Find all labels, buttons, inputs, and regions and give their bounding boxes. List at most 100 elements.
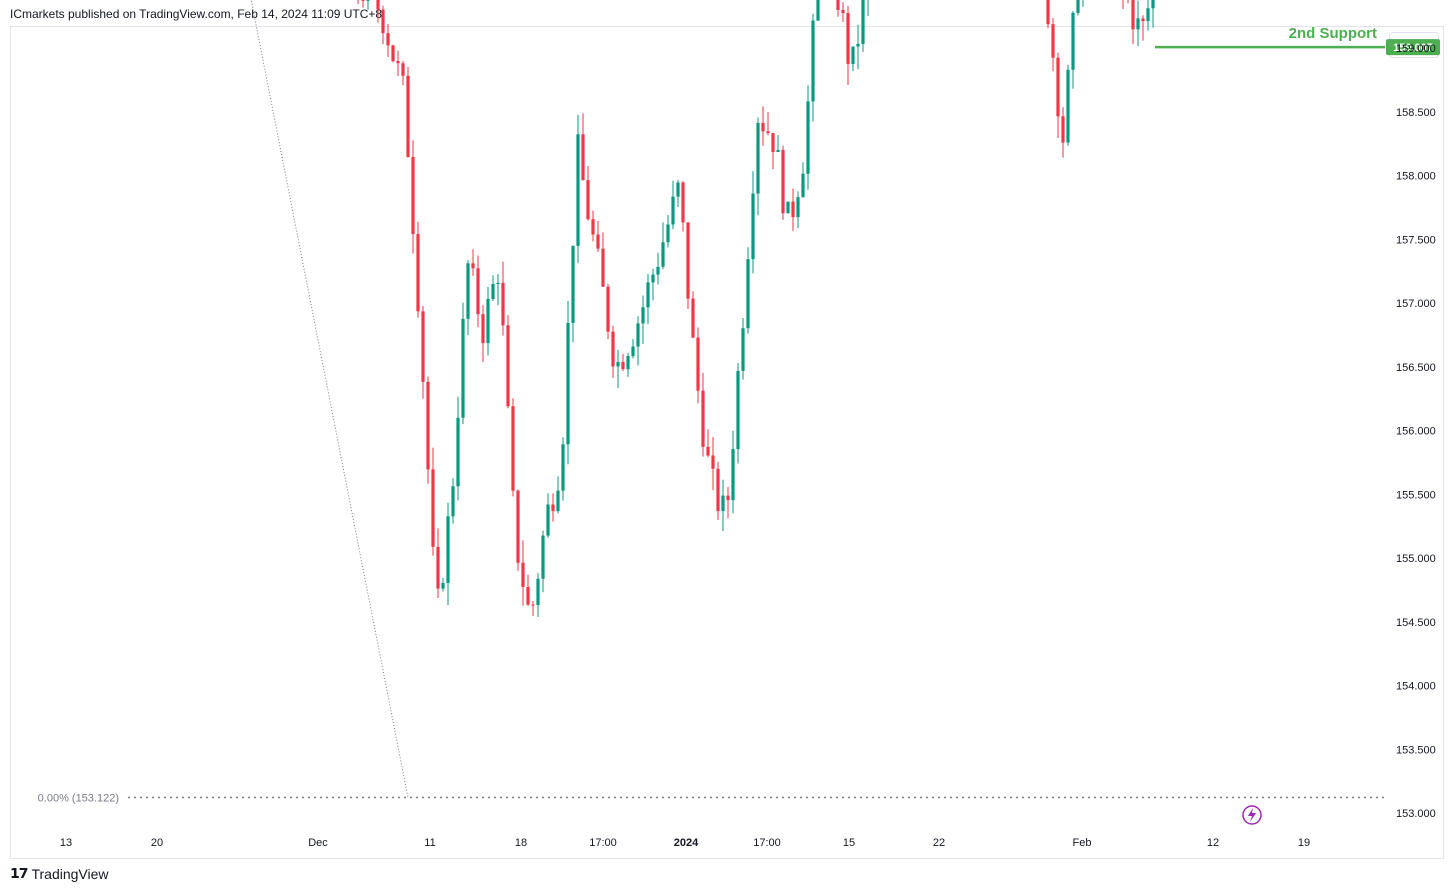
candle-body (631, 346, 635, 357)
candle-body (451, 486, 455, 517)
candle-body (391, 45, 395, 62)
candle-body (796, 197, 800, 218)
candle-body (396, 61, 400, 64)
candle-body (736, 370, 740, 450)
x-tick-label: 12 (1207, 837, 1219, 849)
candle-body (616, 361, 620, 367)
candle-body (706, 446, 710, 456)
candle-body (1151, 0, 1155, 9)
candle-body (536, 578, 540, 606)
candle-body (561, 444, 565, 491)
candle-body (461, 318, 465, 418)
candle-body (856, 43, 860, 47)
candle-body (606, 286, 610, 332)
candle-body (726, 495, 730, 501)
x-tick-label: 20 (151, 837, 163, 849)
candle-body (681, 182, 685, 223)
candle-body (661, 242, 665, 267)
candle-body (586, 180, 590, 220)
candle-body (1141, 18, 1145, 22)
candle-body (701, 390, 705, 447)
lightning-icon[interactable] (1242, 805, 1262, 825)
candle-body (1146, 8, 1150, 22)
y-tick-label: 158.000 (1396, 171, 1436, 183)
candle-body (431, 469, 435, 547)
candle-body (1136, 18, 1140, 30)
y-tick-label: 158.500 (1396, 107, 1436, 119)
candle-body (676, 182, 680, 197)
fib-trend-line (250, 0, 409, 798)
candle-body (541, 535, 545, 579)
candle-body (716, 468, 720, 512)
candle-body (801, 173, 805, 198)
candle-body (1046, 0, 1050, 25)
x-tick-label: 19 (1298, 837, 1310, 849)
candle-body (696, 337, 700, 391)
candle-body (786, 201, 790, 214)
tradingview-logo-icon: 𝟭𝟳 (10, 865, 29, 881)
price-tag-label: 159.007 (1393, 42, 1433, 54)
y-tick-label: 154.000 (1396, 681, 1436, 693)
candle-body (361, 0, 365, 1)
candle-body (471, 263, 475, 269)
candle-body (551, 504, 555, 512)
y-tick-label: 157.500 (1396, 234, 1436, 246)
x-tick-label: Dec (308, 837, 328, 849)
y-tick-label: 159.000 (1396, 43, 1436, 55)
candle-body (516, 490, 520, 563)
candle-body (751, 193, 755, 260)
y-tick-label: 153.000 (1396, 808, 1436, 820)
candle-body (686, 222, 690, 299)
candle-body (766, 131, 770, 134)
candle-body (386, 33, 390, 46)
candle-body (811, 20, 815, 102)
x-tick-label: 17:00 (589, 837, 617, 849)
candle-body (626, 356, 630, 370)
candle-body (506, 325, 510, 407)
y-tick-label: 156.000 (1396, 426, 1436, 438)
y-tick-label: 155.000 (1396, 553, 1436, 565)
candle-body (381, 9, 385, 34)
candle-body (401, 63, 405, 76)
candle-body (781, 149, 785, 214)
fib-label: 0.00% (153.122) (38, 792, 119, 804)
candle-body (426, 381, 430, 470)
candle-body (491, 284, 495, 299)
candle-body (761, 122, 765, 132)
candle-body (526, 587, 530, 605)
brand-label: TradingView (31, 865, 109, 882)
candle-body (621, 361, 625, 370)
candle-body (746, 259, 750, 329)
candle-body (436, 546, 440, 589)
candle-body (611, 331, 615, 367)
candle-body (591, 219, 595, 235)
candle-body (641, 307, 645, 324)
footer-brand[interactable]: 𝟭𝟳 TradingView (10, 865, 109, 882)
price-tag (1386, 39, 1440, 56)
candle-body (446, 516, 450, 583)
candle-body (636, 323, 640, 347)
candle-body (846, 13, 850, 64)
candle-body (1071, 12, 1075, 70)
candle-body (406, 75, 410, 157)
candle-body (771, 133, 775, 152)
candle-body (841, 9, 845, 14)
candle-body (576, 134, 580, 246)
x-tick-label: 15 (843, 837, 855, 849)
x-tick-label: 13 (60, 837, 72, 849)
candle-body (861, 0, 865, 44)
candle-body (1066, 69, 1070, 143)
y-tick-label: 154.500 (1396, 617, 1436, 629)
candle-body (776, 149, 780, 152)
candle-body (476, 268, 480, 315)
candle-body (441, 582, 445, 589)
candle-body (501, 282, 505, 326)
candle-body (1051, 24, 1055, 58)
candle-body (596, 234, 600, 249)
candle-body (741, 328, 745, 371)
candle-body (366, 0, 370, 1)
x-tick-label: 11 (424, 837, 435, 849)
candle-body (571, 245, 575, 323)
candle-body (411, 156, 415, 235)
